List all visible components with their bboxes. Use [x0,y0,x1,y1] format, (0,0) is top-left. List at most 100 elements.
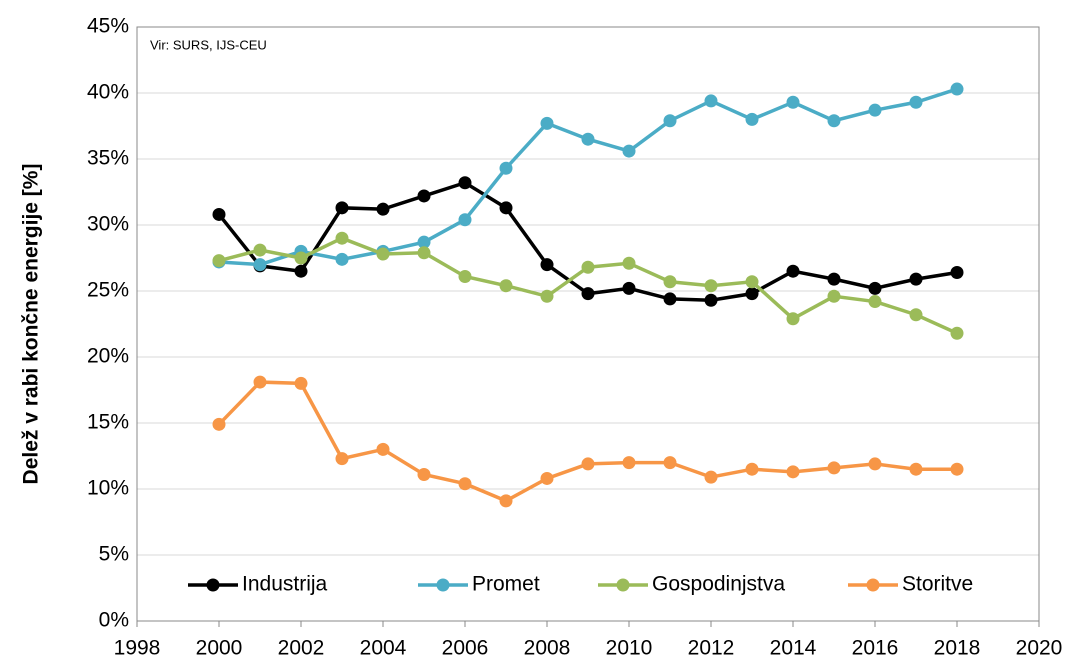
point [294,264,308,278]
point [581,457,595,471]
point [745,462,759,476]
point [786,465,800,479]
x-tick-label: 2000 [196,637,243,660]
point [458,176,472,190]
x-tick-label: 2004 [360,637,407,660]
series-line [218,236,958,335]
y-tick-label: 20% [87,345,129,368]
point [253,258,267,272]
y-tick-label: 0% [99,609,129,632]
series-line [217,380,957,503]
y-tick-label: 45% [87,15,129,38]
legend-label: Promet [472,573,540,596]
point [663,114,677,128]
point [622,144,636,158]
legend-marker [206,578,220,592]
point [417,235,431,249]
x-tick-label: 2012 [688,637,735,660]
point [253,243,267,257]
point [376,202,390,216]
point [335,252,349,266]
point [540,289,554,303]
point [499,279,513,293]
point [663,292,677,306]
x-tick-label: 2018 [934,637,981,660]
x-tick-label: 2016 [852,637,899,660]
point [868,457,882,471]
y-tick-label: 5% [99,543,129,566]
point [950,266,964,280]
point [827,272,841,286]
point [335,231,349,245]
x-tick-label: 2010 [606,637,653,660]
point [458,269,472,283]
x-tick-label: 1998 [114,637,161,660]
point [335,201,349,215]
point [868,281,882,295]
point [499,161,513,175]
point [499,201,513,215]
point [540,471,554,485]
point [704,293,718,307]
point [458,213,472,227]
point [663,456,677,470]
point [294,251,308,265]
point [868,103,882,117]
y-tick-label: 30% [87,213,129,236]
x-tick-label: 2020 [1016,637,1063,660]
point [950,462,964,476]
point [581,260,595,274]
point [376,442,390,456]
y-tick-label: 35% [87,147,129,170]
legend-marker [616,578,630,592]
legend-label: Industrija [242,573,328,596]
x-tick-label: 2014 [770,637,817,660]
point [827,114,841,128]
point [417,189,431,203]
point [417,467,431,481]
point [581,132,595,146]
point [704,94,718,108]
x-tick-label: 2006 [442,637,489,660]
point [868,295,882,309]
point [704,470,718,484]
point [745,112,759,126]
point [458,477,472,491]
point [253,375,267,389]
annotation: Vir: SURS, IJS-CEU [150,37,267,52]
point [540,258,554,272]
point [212,417,226,431]
y-tick-label: 15% [87,411,129,434]
point [663,275,677,289]
point [950,326,964,340]
point [909,462,923,476]
point [294,376,308,390]
legend-label: Gospodinjstva [652,573,785,596]
plot-border [136,26,1040,622]
y-axis-label: Delež v rabi končne energije [%] [20,164,43,485]
point [827,289,841,303]
point [704,279,718,293]
point [745,287,759,301]
point [786,95,800,109]
point [540,116,554,130]
point [909,272,923,286]
point [622,456,636,470]
legend-marker [866,578,880,592]
point [786,312,800,326]
point [581,287,595,301]
y-tick-label: 10% [87,477,129,500]
x-tick-label: 2002 [278,637,325,660]
x-tick-label: 2008 [524,637,571,660]
point [376,247,390,261]
point [909,308,923,322]
series-line [218,87,958,267]
point [622,256,636,270]
y-tick-label: 25% [87,279,129,302]
point [499,494,513,508]
y-tick-label: 40% [87,81,129,104]
point [909,95,923,109]
point [212,254,226,268]
legend-label: Storitve [902,573,973,596]
